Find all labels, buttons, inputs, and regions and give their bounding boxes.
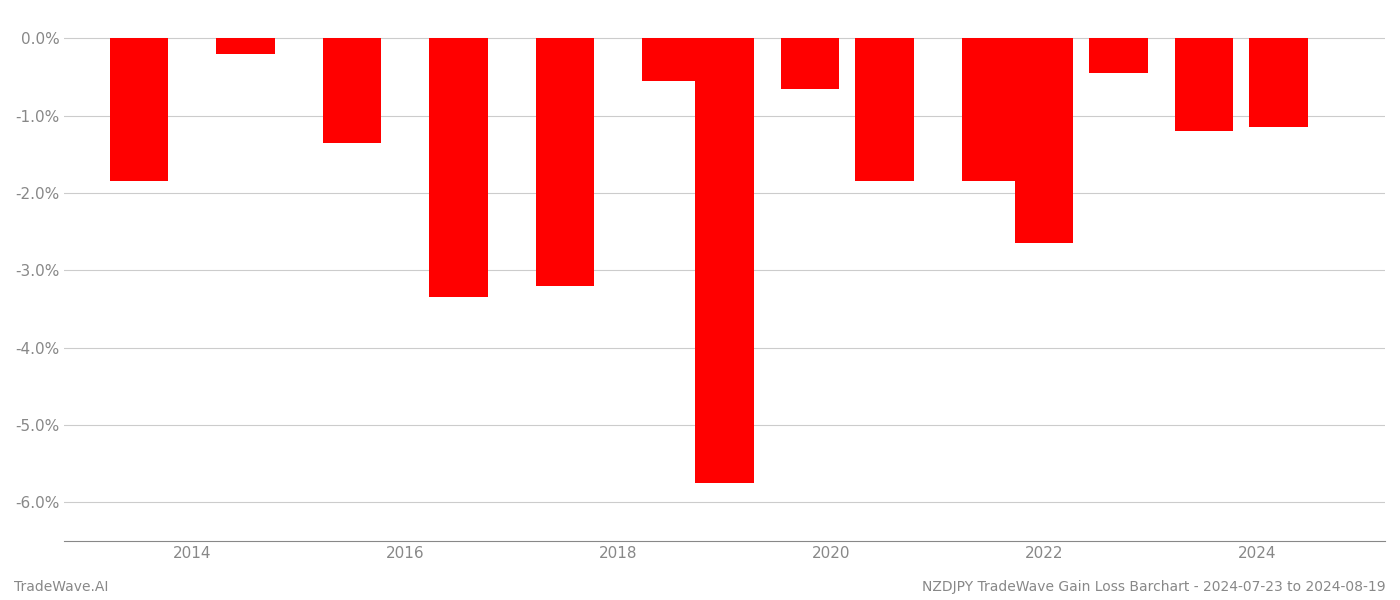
Bar — [643, 38, 700, 81]
Bar — [1249, 38, 1308, 127]
Text: NZDJPY TradeWave Gain Loss Barchart - 2024-07-23 to 2024-08-19: NZDJPY TradeWave Gain Loss Barchart - 20… — [923, 580, 1386, 594]
Bar — [536, 38, 594, 286]
Bar — [1015, 38, 1074, 243]
Bar — [1089, 38, 1148, 73]
Bar — [855, 38, 914, 181]
Bar — [216, 38, 274, 53]
Bar — [962, 38, 1021, 181]
Text: TradeWave.AI: TradeWave.AI — [14, 580, 108, 594]
Bar — [109, 38, 168, 181]
Bar — [322, 38, 381, 143]
Bar — [1175, 38, 1233, 131]
Bar — [781, 38, 839, 89]
Bar — [696, 38, 755, 483]
Bar — [428, 38, 487, 298]
